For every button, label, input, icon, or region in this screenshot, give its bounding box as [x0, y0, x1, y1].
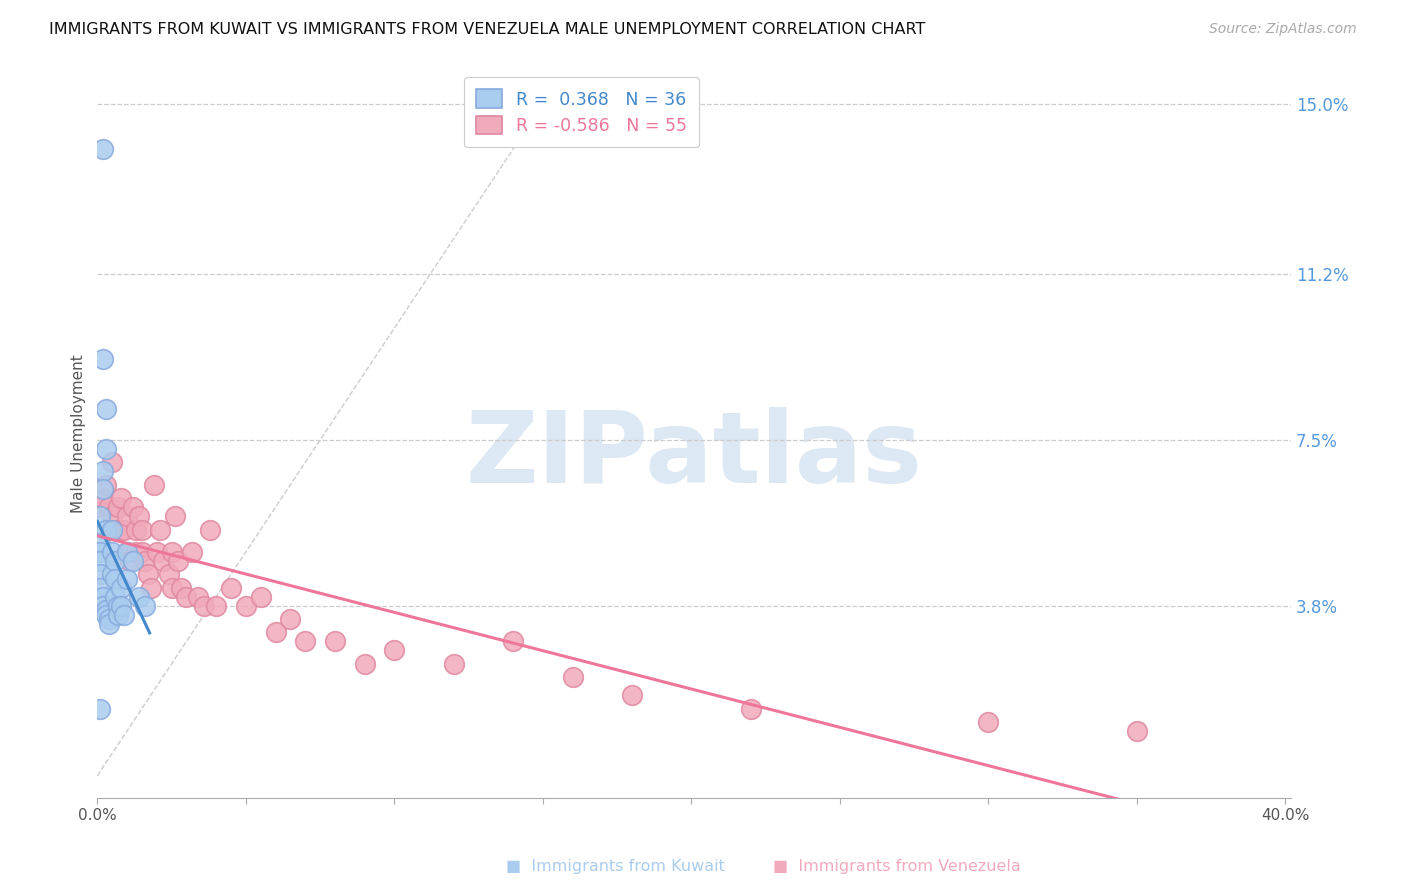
Point	[101, 509, 124, 524]
Text: IMMIGRANTS FROM KUWAIT VS IMMIGRANTS FROM VENEZUELA MALE UNEMPLOYMENT CORRELATIO: IMMIGRANTS FROM KUWAIT VS IMMIGRANTS FRO…	[49, 22, 925, 37]
Point	[91, 599, 114, 613]
Point	[157, 567, 180, 582]
Point	[139, 581, 162, 595]
Point	[353, 657, 375, 671]
Point	[89, 554, 111, 568]
Point	[118, 554, 141, 568]
Point	[98, 612, 121, 626]
Point	[122, 500, 145, 515]
Point	[89, 567, 111, 582]
Point	[382, 643, 405, 657]
Point	[160, 545, 183, 559]
Point	[219, 581, 242, 595]
Point	[977, 714, 1000, 729]
Point	[89, 536, 111, 550]
Point	[96, 442, 118, 456]
Point	[145, 545, 167, 559]
Point	[163, 509, 186, 524]
Point	[115, 572, 138, 586]
Point	[89, 509, 111, 524]
Point	[96, 477, 118, 491]
Point	[149, 523, 172, 537]
Point	[136, 567, 159, 582]
Point	[89, 545, 111, 559]
Point	[91, 491, 114, 506]
Point	[91, 352, 114, 367]
Point	[89, 581, 111, 595]
Point	[122, 554, 145, 568]
Point	[131, 523, 153, 537]
Point	[91, 590, 114, 604]
Point	[125, 545, 148, 559]
Point	[91, 482, 114, 496]
Legend: R =  0.368   N = 36, R = -0.586   N = 55: R = 0.368 N = 36, R = -0.586 N = 55	[464, 78, 699, 147]
Y-axis label: Male Unemployment: Male Unemployment	[72, 354, 86, 513]
Point	[101, 567, 124, 582]
Point	[115, 509, 138, 524]
Point	[740, 701, 762, 715]
Point	[169, 581, 191, 595]
Text: ■  Immigrants from Venezuela: ■ Immigrants from Venezuela	[773, 859, 1021, 874]
Point	[112, 607, 135, 622]
Point	[107, 607, 129, 622]
Point	[249, 590, 271, 604]
Point	[101, 455, 124, 469]
Point	[176, 590, 198, 604]
Point	[142, 477, 165, 491]
Point	[134, 599, 156, 613]
Point	[107, 500, 129, 515]
Point	[110, 523, 132, 537]
Point	[101, 545, 124, 559]
Point	[1126, 723, 1149, 738]
Point	[115, 545, 138, 559]
Point	[91, 464, 114, 478]
Point	[235, 599, 257, 613]
Point	[91, 142, 114, 156]
Point	[502, 634, 524, 648]
Point	[98, 616, 121, 631]
Point	[620, 688, 643, 702]
Point	[323, 634, 346, 648]
Point	[96, 607, 118, 622]
Point	[89, 701, 111, 715]
Point	[89, 500, 111, 515]
Point	[101, 523, 124, 537]
Point	[104, 590, 127, 604]
Point	[125, 523, 148, 537]
Point	[128, 509, 150, 524]
Point	[131, 545, 153, 559]
Point	[96, 603, 118, 617]
Point	[294, 634, 316, 648]
Point	[110, 581, 132, 595]
Point	[96, 401, 118, 416]
Point	[110, 491, 132, 506]
Point	[152, 554, 174, 568]
Point	[193, 599, 215, 613]
Point	[264, 625, 287, 640]
Point	[112, 523, 135, 537]
Point	[181, 545, 204, 559]
Point	[187, 590, 209, 604]
Point	[128, 590, 150, 604]
Point	[115, 545, 138, 559]
Point	[200, 523, 222, 537]
Point	[205, 599, 228, 613]
Point	[443, 657, 465, 671]
Point	[104, 554, 127, 568]
Point	[107, 599, 129, 613]
Point	[104, 572, 127, 586]
Point	[280, 612, 302, 626]
Text: ZIPatlas: ZIPatlas	[465, 407, 922, 504]
Point	[561, 670, 583, 684]
Point	[134, 554, 156, 568]
Point	[110, 599, 132, 613]
Point	[96, 523, 118, 537]
Text: ■  Immigrants from Kuwait: ■ Immigrants from Kuwait	[506, 859, 725, 874]
Point	[160, 581, 183, 595]
Point	[104, 523, 127, 537]
Point	[166, 554, 188, 568]
Point	[98, 500, 121, 515]
Text: Source: ZipAtlas.com: Source: ZipAtlas.com	[1209, 22, 1357, 37]
